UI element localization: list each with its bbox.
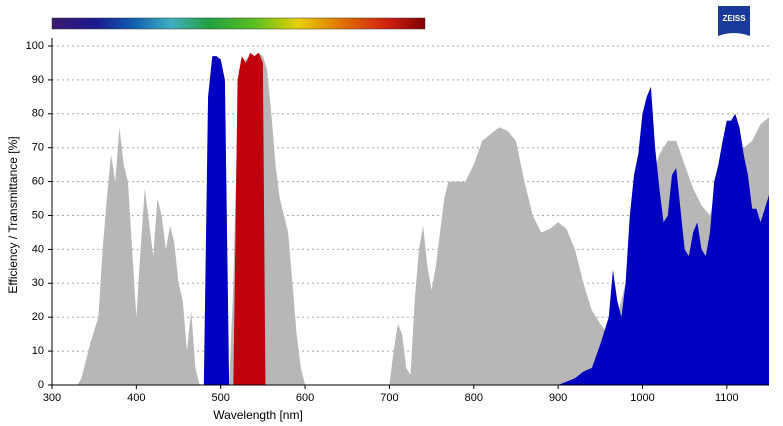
x-tick-label: 800 — [465, 392, 483, 404]
logo-shield — [718, 6, 750, 36]
y-tick-label: 0 — [38, 379, 44, 391]
logo-text: ZEISS — [722, 14, 746, 23]
y-tick-label: 50 — [32, 209, 44, 221]
logo: ZEISS — [718, 6, 750, 36]
y-tick-label: 80 — [32, 108, 44, 120]
y-tick-label: 90 — [32, 74, 44, 86]
x-tick-label: 400 — [127, 392, 145, 404]
spectrum-bar — [51, 17, 426, 30]
y-tick-label: 30 — [32, 277, 44, 289]
area — [203, 56, 769, 386]
y-tick-label: 10 — [32, 345, 44, 357]
plot-area: 0 10 20 30 40 50 60 70 80 90 100 300 400 500 600 700 800… — [26, 38, 769, 404]
x-tick-label: 500 — [212, 392, 230, 404]
x-tick-label: 1100 — [715, 392, 739, 404]
y-tick-label: 20 — [32, 311, 44, 323]
y-tick-label: 70 — [32, 142, 44, 154]
y-tick-label: 100 — [26, 40, 44, 52]
x-tick-label: 300 — [43, 392, 61, 404]
x-tick-label: 1000 — [630, 392, 654, 404]
x-axis-label: Wavelength [nm] — [213, 408, 303, 422]
x-tick-label: 700 — [380, 392, 398, 404]
y-tick-label: 40 — [32, 243, 44, 255]
x-tick-label: 600 — [296, 392, 314, 404]
x-tick-label: 900 — [549, 392, 567, 404]
area — [233, 52, 266, 385]
y-tick-label: 60 — [32, 176, 44, 188]
y-axis-label: Efficiency / Transmittance [%] — [6, 136, 20, 293]
